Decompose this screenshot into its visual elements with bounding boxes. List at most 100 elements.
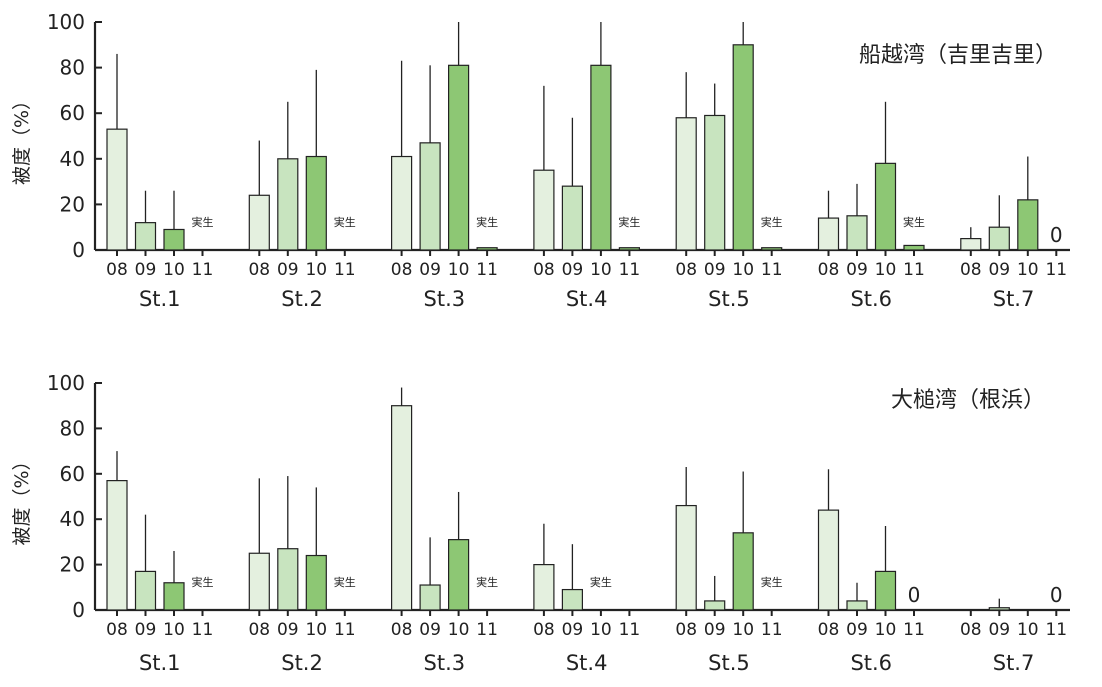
y-tick-label: 100: [47, 371, 85, 395]
x-tick-label: 11: [619, 620, 641, 640]
zero-label: 0: [1050, 583, 1063, 607]
y-tick-label: 60: [60, 462, 85, 486]
x-tick-label: 09: [562, 260, 584, 280]
x-tick-label: 10: [305, 620, 327, 640]
bar: [960, 238, 982, 251]
seedling-note: 実生: [590, 575, 612, 589]
bar: [448, 539, 470, 611]
bar: [675, 504, 697, 611]
seedling-note: 実生: [903, 215, 925, 229]
bar: [134, 570, 157, 611]
bar: [391, 405, 413, 611]
bar: [817, 509, 840, 611]
seedling-note: 実生: [761, 215, 783, 229]
station-label: St.6: [850, 651, 892, 675]
y-tick-label: 20: [60, 192, 85, 216]
x-tick-label: 09: [562, 620, 584, 640]
y-tick-label: 0: [72, 598, 85, 622]
y-tick-label: 80: [60, 416, 85, 440]
bar: [732, 44, 754, 251]
x-tick-label: 11: [761, 620, 783, 640]
station-label: St.1: [139, 287, 181, 311]
bar: [476, 247, 498, 251]
x-tick-label: 10: [875, 620, 897, 640]
y-tick-label: 20: [60, 553, 85, 577]
y-tick-label: 80: [60, 56, 85, 80]
bar: [106, 128, 128, 251]
x-tick-label: 11: [1045, 620, 1067, 640]
x-tick-label: 11: [761, 260, 783, 280]
station-label: St.5: [708, 651, 750, 675]
bar: [448, 64, 470, 251]
bar: [874, 570, 897, 611]
station-label: St.3: [424, 287, 466, 311]
bar: [846, 215, 868, 251]
station-label: St.1: [139, 651, 181, 675]
x-tick-label: 09: [277, 260, 299, 280]
x-tick-label: 11: [334, 260, 356, 280]
x-tick-label: 09: [135, 620, 157, 640]
bar: [391, 155, 413, 251]
x-tick-label: 11: [476, 620, 498, 640]
chart-title: 船越湾（吉里吉里）: [859, 43, 1057, 68]
bar: [903, 244, 925, 251]
station-label: St.7: [993, 651, 1035, 675]
x-tick-label: 09: [419, 260, 441, 280]
x-tick-label: 10: [305, 260, 327, 280]
x-tick-label: 08: [248, 620, 270, 640]
x-tick-label: 10: [163, 260, 185, 280]
x-tick-label: 08: [960, 620, 982, 640]
x-tick-label: 11: [334, 620, 356, 640]
bar: [618, 247, 641, 251]
x-tick-label: 09: [846, 620, 868, 640]
bar: [533, 563, 555, 611]
x-tick-label: 08: [106, 620, 128, 640]
x-tick-label: 10: [875, 260, 897, 280]
x-tick-label: 08: [533, 260, 555, 280]
x-tick-label: 10: [732, 260, 754, 280]
bar: [1017, 199, 1039, 251]
y-tick-label: 40: [60, 507, 85, 531]
seedling-note: 実生: [476, 215, 498, 229]
x-tick-label: 09: [419, 620, 441, 640]
y-tick-label: 60: [60, 101, 85, 125]
x-tick-label: 11: [903, 260, 925, 280]
y-tick-label: 0: [72, 238, 85, 262]
x-tick-label: 09: [704, 620, 726, 640]
bar: [675, 117, 697, 251]
x-tick-label: 08: [675, 620, 697, 640]
seedling-note: 実生: [334, 575, 356, 589]
station-label: St.2: [281, 651, 323, 675]
x-tick-label: 09: [988, 620, 1010, 640]
x-tick-label: 10: [448, 620, 470, 640]
bar: [846, 600, 868, 611]
y-tick-label: 40: [60, 147, 85, 171]
x-tick-label: 11: [903, 620, 925, 640]
seedling-note: 実生: [618, 215, 640, 229]
x-tick-label: 11: [1045, 260, 1067, 280]
x-tick-label: 08: [960, 260, 982, 280]
bar: [106, 480, 128, 611]
bar: [277, 548, 299, 611]
x-tick-label: 08: [391, 620, 413, 640]
bar: [704, 600, 726, 611]
x-tick-label: 11: [192, 260, 214, 280]
bar: [761, 247, 783, 251]
bar: [874, 162, 897, 251]
station-label: St.7: [993, 287, 1035, 311]
zero-label: 0: [908, 583, 921, 607]
bar: [533, 169, 555, 251]
x-tick-label: 08: [818, 620, 840, 640]
station-label: St.4: [566, 651, 608, 675]
bar: [248, 194, 270, 251]
x-tick-label: 08: [391, 260, 413, 280]
station-label: St.2: [281, 287, 323, 311]
bar: [305, 155, 327, 251]
x-tick-label: 11: [476, 260, 498, 280]
y-tick-label: 100: [47, 10, 85, 34]
bar: [163, 582, 185, 611]
station-label: St.3: [424, 651, 466, 675]
